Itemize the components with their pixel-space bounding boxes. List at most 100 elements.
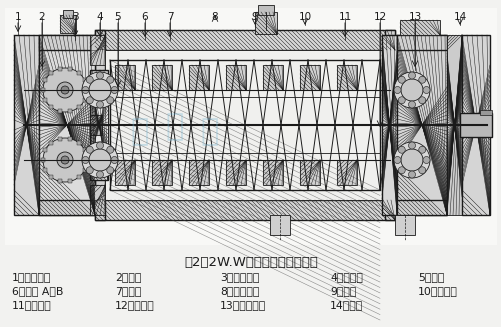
Text: 3: 3 <box>72 12 78 22</box>
Text: 网: 网 <box>199 117 218 146</box>
Bar <box>60 15 76 33</box>
Bar <box>58 67 62 71</box>
Text: 9、衬套: 9、衬套 <box>329 286 356 296</box>
Bar <box>188 160 208 185</box>
Bar <box>77 105 81 109</box>
Circle shape <box>86 146 93 153</box>
Bar <box>90 115 102 135</box>
Circle shape <box>86 76 93 83</box>
Bar <box>83 167 87 172</box>
Circle shape <box>422 87 429 94</box>
Bar <box>49 175 53 179</box>
Bar <box>85 88 89 92</box>
Bar <box>384 30 394 220</box>
Bar <box>188 65 208 90</box>
Bar <box>83 78 87 82</box>
Bar <box>115 160 135 185</box>
Bar <box>68 67 72 71</box>
Bar <box>381 35 396 215</box>
Text: 13: 13 <box>407 12 421 22</box>
Circle shape <box>96 72 103 79</box>
Bar <box>68 180 72 183</box>
Circle shape <box>57 152 73 168</box>
Bar <box>39 35 95 50</box>
Bar <box>399 20 439 35</box>
Bar <box>58 180 62 183</box>
Text: 5: 5 <box>114 12 121 22</box>
Circle shape <box>393 72 429 108</box>
Text: 2: 2 <box>39 12 45 22</box>
Bar <box>225 160 245 185</box>
Bar <box>394 215 414 235</box>
Text: 4: 4 <box>97 12 103 22</box>
Text: 10、主动轴: 10、主动轴 <box>417 286 457 296</box>
Text: 4、后支架: 4、后支架 <box>329 272 362 282</box>
Text: 14、压盖: 14、压盖 <box>329 300 363 310</box>
Text: 1、齿轮箱盖: 1、齿轮箱盖 <box>12 272 51 282</box>
Bar <box>58 110 62 113</box>
Circle shape <box>96 101 103 108</box>
Circle shape <box>82 72 118 108</box>
Bar <box>258 5 274 15</box>
Circle shape <box>393 157 400 164</box>
Text: 5、密封: 5、密封 <box>417 272 443 282</box>
Bar <box>263 160 283 185</box>
Text: 3、滚动轴承: 3、滚动轴承 <box>219 272 259 282</box>
Bar <box>95 30 394 50</box>
Bar <box>49 141 53 145</box>
Bar <box>58 137 62 141</box>
Bar <box>225 65 245 90</box>
Text: 2、齿轮: 2、齿轮 <box>115 272 141 282</box>
Bar <box>300 65 319 90</box>
Text: 12、从动轴: 12、从动轴 <box>115 300 154 310</box>
Circle shape <box>397 146 404 153</box>
Text: 8、调节螺栓: 8、调节螺栓 <box>219 286 259 296</box>
Circle shape <box>422 157 429 164</box>
Bar <box>43 167 47 172</box>
Bar <box>77 141 81 145</box>
Circle shape <box>397 76 404 83</box>
Bar <box>270 215 290 235</box>
Bar <box>49 71 53 75</box>
Circle shape <box>57 82 73 98</box>
Circle shape <box>418 76 425 83</box>
Bar <box>90 185 105 215</box>
Text: 7: 7 <box>166 12 173 22</box>
Bar <box>41 158 45 162</box>
Circle shape <box>89 79 111 101</box>
Bar <box>95 200 394 220</box>
Circle shape <box>418 97 425 104</box>
Circle shape <box>82 142 118 178</box>
Circle shape <box>400 149 422 171</box>
Bar <box>39 200 95 215</box>
Bar <box>255 12 277 34</box>
Text: 14: 14 <box>452 12 466 22</box>
Bar <box>90 35 105 65</box>
Circle shape <box>397 97 404 104</box>
Circle shape <box>43 138 87 182</box>
Circle shape <box>418 146 425 153</box>
Bar <box>90 70 108 180</box>
Bar <box>85 158 89 162</box>
Circle shape <box>408 171 415 178</box>
Circle shape <box>96 171 103 178</box>
Bar <box>115 65 135 90</box>
Circle shape <box>107 146 114 153</box>
Circle shape <box>96 142 103 149</box>
Bar <box>461 35 489 215</box>
Bar <box>479 110 491 115</box>
Bar <box>5 8 496 245</box>
Circle shape <box>397 167 404 174</box>
Text: 1: 1 <box>15 12 21 22</box>
Bar <box>49 105 53 109</box>
Bar <box>68 137 72 141</box>
Bar <box>152 65 172 90</box>
Bar <box>39 35 95 215</box>
Circle shape <box>111 87 118 94</box>
Circle shape <box>61 86 69 94</box>
Bar <box>43 97 47 102</box>
Bar <box>446 35 461 215</box>
Bar <box>336 65 356 90</box>
Bar <box>300 160 319 185</box>
Circle shape <box>82 157 89 164</box>
